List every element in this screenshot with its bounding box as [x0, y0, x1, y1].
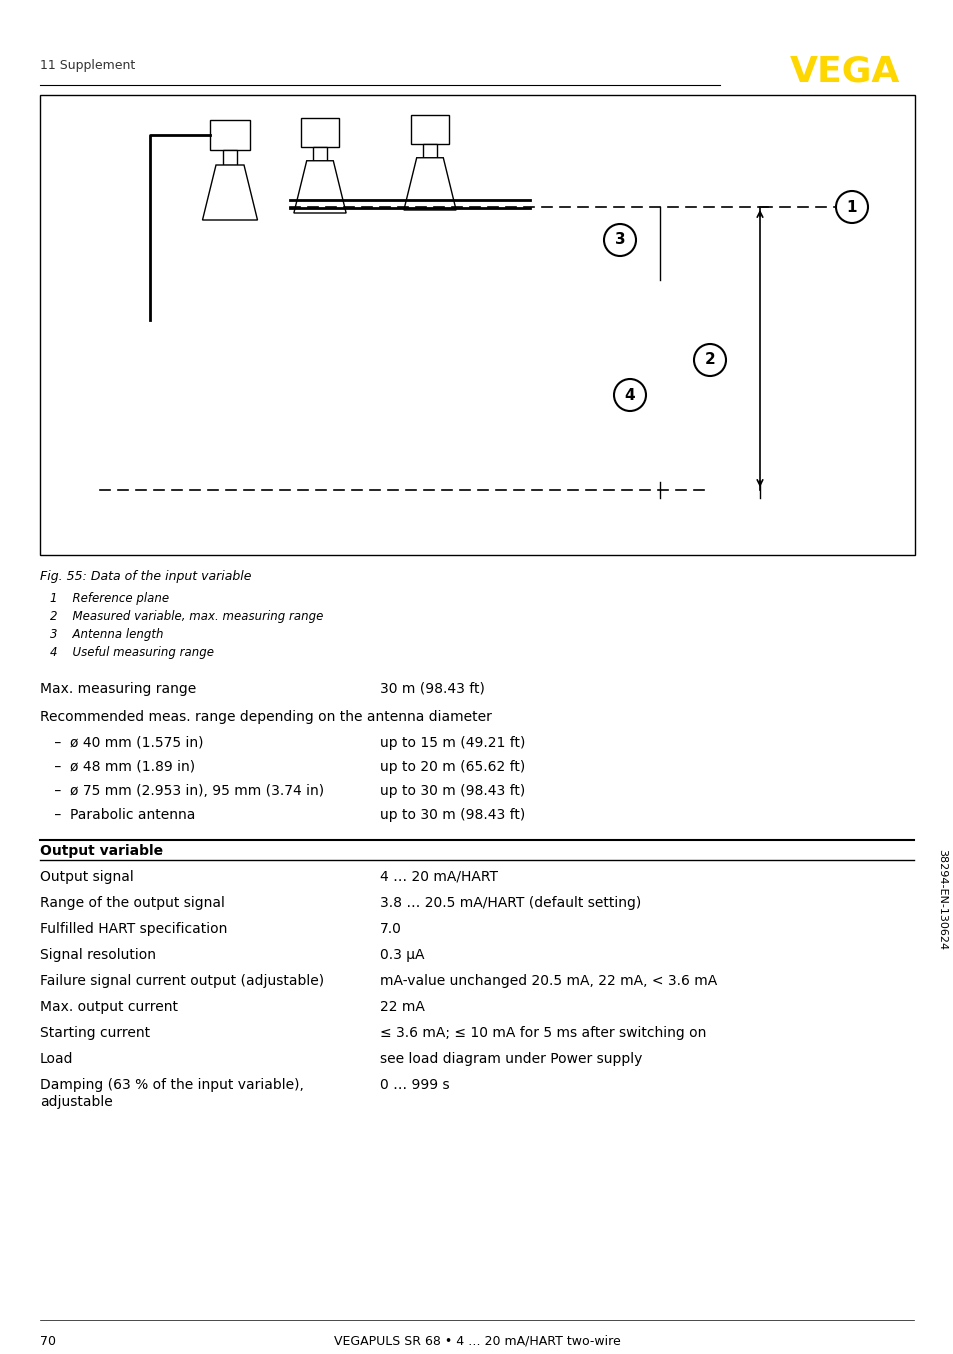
Circle shape — [835, 191, 867, 223]
Text: –  ø 75 mm (2.953 in), 95 mm (3.74 in): – ø 75 mm (2.953 in), 95 mm (3.74 in) — [50, 784, 324, 798]
Text: Output signal: Output signal — [40, 871, 133, 884]
Circle shape — [693, 344, 725, 376]
FancyBboxPatch shape — [313, 146, 326, 161]
Text: 4    Useful measuring range: 4 Useful measuring range — [50, 646, 213, 659]
Text: 3: 3 — [614, 233, 624, 248]
Text: 30 m (98.43 ft): 30 m (98.43 ft) — [379, 682, 484, 696]
Text: ≤ 3.6 mA; ≤ 10 mA for 5 ms after switching on: ≤ 3.6 mA; ≤ 10 mA for 5 ms after switchi… — [379, 1026, 705, 1040]
Circle shape — [603, 223, 636, 256]
Text: 4 … 20 mA/HART: 4 … 20 mA/HART — [379, 871, 497, 884]
FancyBboxPatch shape — [411, 115, 449, 144]
Polygon shape — [403, 158, 456, 210]
Text: Fig. 55: Data of the input variable: Fig. 55: Data of the input variable — [40, 570, 252, 584]
Text: Range of the output signal: Range of the output signal — [40, 896, 225, 910]
Text: 1: 1 — [846, 199, 857, 214]
Text: up to 30 m (98.43 ft): up to 30 m (98.43 ft) — [379, 784, 525, 798]
FancyBboxPatch shape — [40, 95, 914, 555]
Text: mA-value unchanged 20.5 mA, 22 mA, < 3.6 mA: mA-value unchanged 20.5 mA, 22 mA, < 3.6… — [379, 974, 717, 988]
FancyBboxPatch shape — [301, 118, 338, 146]
Text: 4: 4 — [624, 387, 635, 402]
Polygon shape — [294, 161, 346, 213]
Text: Starting current: Starting current — [40, 1026, 150, 1040]
Text: 7.0: 7.0 — [379, 922, 401, 936]
Text: 70: 70 — [40, 1335, 56, 1349]
Text: 3.8 … 20.5 mA/HART (default setting): 3.8 … 20.5 mA/HART (default setting) — [379, 896, 640, 910]
Text: Recommended meas. range depending on the antenna diameter: Recommended meas. range depending on the… — [40, 709, 492, 724]
Circle shape — [614, 379, 645, 412]
Text: 1    Reference plane: 1 Reference plane — [50, 592, 169, 605]
Text: up to 15 m (49.21 ft): up to 15 m (49.21 ft) — [379, 737, 525, 750]
Text: 0 … 999 s: 0 … 999 s — [379, 1078, 449, 1091]
Text: 38294-EN-130624: 38294-EN-130624 — [936, 849, 946, 951]
Text: adjustable: adjustable — [40, 1095, 112, 1109]
FancyBboxPatch shape — [223, 150, 236, 165]
Text: –  ø 40 mm (1.575 in): – ø 40 mm (1.575 in) — [50, 737, 203, 750]
Text: 0.3 μA: 0.3 μA — [379, 948, 424, 961]
Text: VEGAPULS SR 68 • 4 … 20 mA/HART two-wire: VEGAPULS SR 68 • 4 … 20 mA/HART two-wire — [334, 1335, 619, 1349]
Text: Failure signal current output (adjustable): Failure signal current output (adjustabl… — [40, 974, 324, 988]
Text: 2: 2 — [704, 352, 715, 367]
Text: –  ø 48 mm (1.89 in): – ø 48 mm (1.89 in) — [50, 760, 195, 774]
Text: Max. output current: Max. output current — [40, 1001, 178, 1014]
Text: up to 20 m (65.62 ft): up to 20 m (65.62 ft) — [379, 760, 525, 774]
Text: 22 mA: 22 mA — [379, 1001, 424, 1014]
Text: 11 Supplement: 11 Supplement — [40, 60, 135, 72]
Polygon shape — [202, 165, 257, 219]
FancyBboxPatch shape — [423, 144, 436, 158]
Text: 2    Measured variable, max. measuring range: 2 Measured variable, max. measuring rang… — [50, 611, 323, 623]
Text: 3    Antenna length: 3 Antenna length — [50, 628, 163, 640]
Text: Signal resolution: Signal resolution — [40, 948, 156, 961]
Text: Max. measuring range: Max. measuring range — [40, 682, 196, 696]
Text: VEGA: VEGA — [789, 56, 899, 89]
Text: see load diagram under Power supply: see load diagram under Power supply — [379, 1052, 641, 1066]
Text: Damping (63 % of the input variable),: Damping (63 % of the input variable), — [40, 1078, 304, 1091]
Text: Fulfilled HART specification: Fulfilled HART specification — [40, 922, 227, 936]
Text: up to 30 m (98.43 ft): up to 30 m (98.43 ft) — [379, 808, 525, 822]
FancyBboxPatch shape — [210, 121, 250, 150]
Text: Load: Load — [40, 1052, 73, 1066]
Text: –  Parabolic antenna: – Parabolic antenna — [50, 808, 195, 822]
Text: Output variable: Output variable — [40, 844, 163, 858]
